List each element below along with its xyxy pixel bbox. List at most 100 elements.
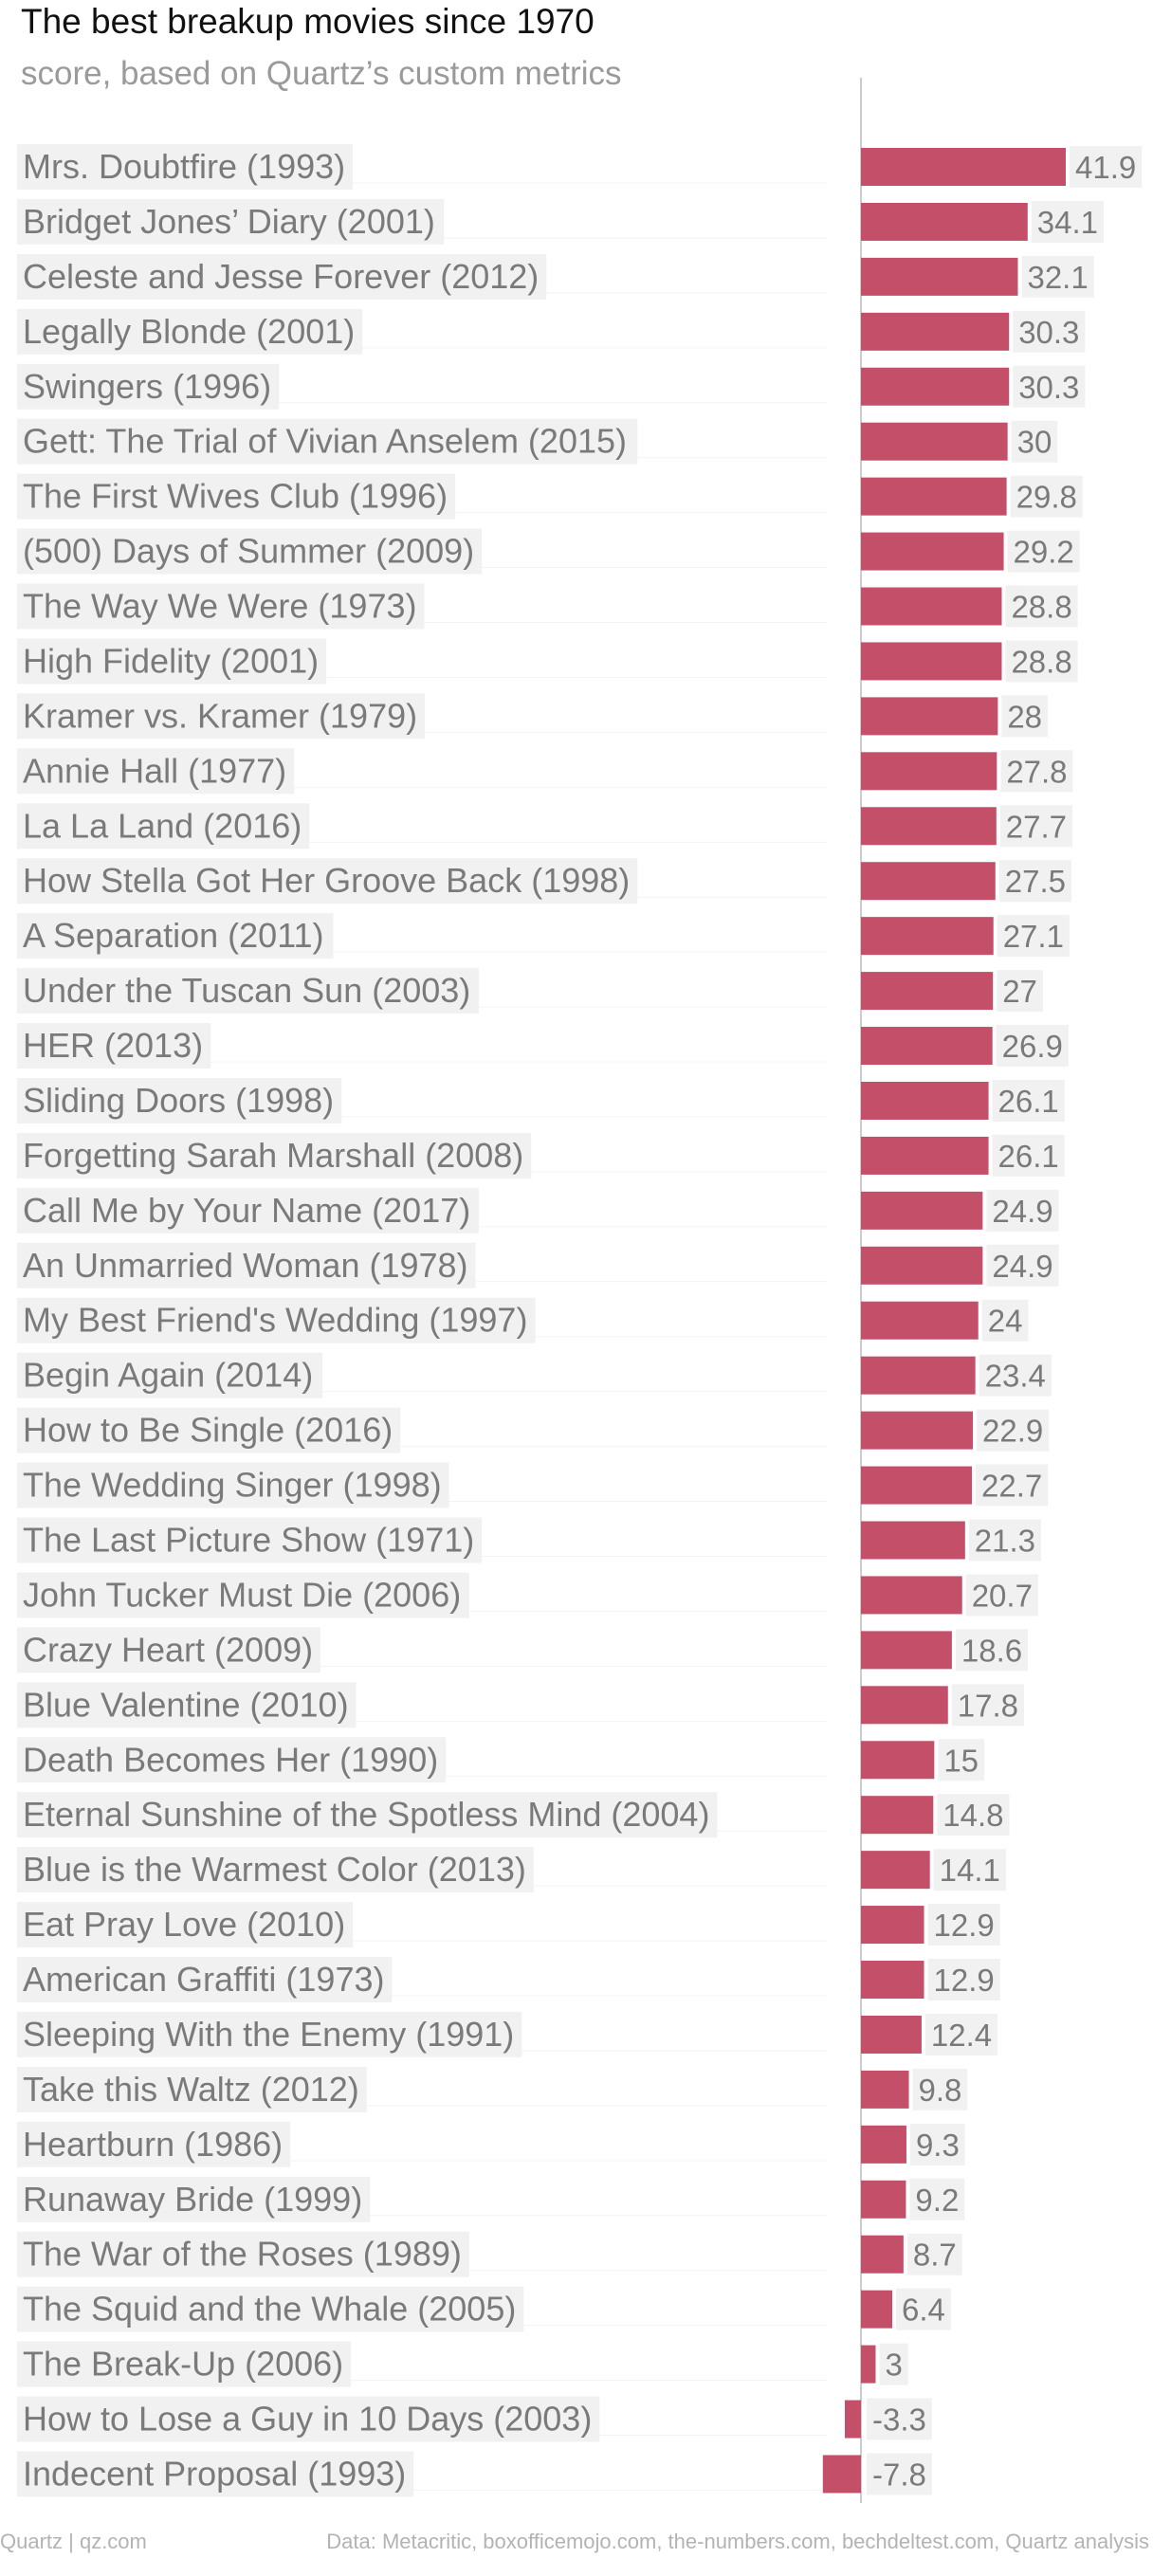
category-label-background xyxy=(17,144,354,190)
category-label-background xyxy=(17,2451,414,2497)
value-label-background xyxy=(998,860,1071,903)
category-label-background xyxy=(17,1297,536,1343)
category-label: Eat Pray Love (2010) xyxy=(23,1905,345,1944)
value-label-background xyxy=(976,1464,1049,1507)
category-label-background xyxy=(17,858,638,904)
value-label-background xyxy=(996,1025,1069,1068)
category-label: The Break-Up (2006) xyxy=(23,2345,343,2384)
value-label: 30.3 xyxy=(1018,315,1079,350)
bar xyxy=(861,807,997,846)
bar xyxy=(822,2455,861,2494)
value-label: 23.4 xyxy=(985,1359,1046,1394)
value-label: -7.8 xyxy=(872,2457,926,2492)
category-label: Eternal Sunshine of the Spotless Mind (2… xyxy=(23,1795,709,1834)
bar xyxy=(861,1136,989,1175)
category-label-background xyxy=(17,253,547,300)
value-label: 26.9 xyxy=(1002,1029,1063,1064)
value-label: 30 xyxy=(1017,425,1052,460)
value-label: 14.1 xyxy=(940,1853,1000,1888)
bar xyxy=(861,1741,935,1780)
category-label-background xyxy=(17,1187,479,1233)
category-label-background xyxy=(17,1242,476,1288)
value-label: 28 xyxy=(1007,699,1042,734)
value-label: 24.9 xyxy=(992,1249,1052,1284)
value-label-background xyxy=(997,970,1043,1013)
value-label-background xyxy=(951,1684,1024,1726)
bar-chart: Mrs. Doubtfire (1993) 41.9 Bridget Jones’ … xyxy=(17,78,1143,2503)
category-label: Heartburn (1986) xyxy=(23,2125,283,2164)
category-label-background xyxy=(17,528,483,575)
category-label-background xyxy=(17,2011,522,2057)
category-label-background xyxy=(17,748,295,795)
value-label-background xyxy=(1005,640,1078,683)
value-label-background xyxy=(1007,530,1080,573)
value-label: 3 xyxy=(885,2348,902,2383)
category-label: Annie Hall (1977) xyxy=(23,751,286,790)
bar xyxy=(861,477,1007,516)
category-label-background xyxy=(17,2121,291,2167)
bar xyxy=(861,148,1066,186)
value-label-background xyxy=(895,2288,951,2330)
category-label-background xyxy=(17,1023,211,1069)
bar xyxy=(861,2290,892,2329)
category-label-background xyxy=(17,418,638,465)
value-label-background xyxy=(912,2068,968,2110)
category-label-background xyxy=(17,2286,524,2332)
bar xyxy=(861,532,1004,571)
category-label-background xyxy=(17,1352,323,1398)
value-label: 21.3 xyxy=(975,1524,1035,1559)
category-label: Sleeping With the Enemy (1991) xyxy=(23,2015,514,2054)
bar xyxy=(861,2235,904,2274)
value-label-background xyxy=(1031,200,1105,243)
category-label: Gett: The Trial of Vivian Anselem (2015) xyxy=(23,422,627,461)
value-label-background xyxy=(1010,475,1083,518)
value-label: 20.7 xyxy=(972,1578,1033,1613)
value-label: 22.9 xyxy=(982,1414,1043,1449)
category-label-background xyxy=(17,1132,532,1178)
bar xyxy=(861,2070,909,2109)
bar xyxy=(861,642,1002,681)
value-label-background xyxy=(979,1354,1052,1397)
category-label: A Separation (2011) xyxy=(23,916,324,955)
bar xyxy=(861,1246,983,1285)
value-label: 27 xyxy=(1002,974,1037,1009)
bar xyxy=(861,752,997,791)
value-label: 24 xyxy=(988,1304,1023,1339)
value-label-background xyxy=(1011,420,1058,463)
value-label: 29.2 xyxy=(1014,535,1074,570)
bar xyxy=(861,1411,974,1450)
value-label-background xyxy=(927,1904,1000,1946)
category-label: (500) Days of Summer (2009) xyxy=(23,532,474,571)
value-label-background xyxy=(933,1849,1006,1891)
value-label-background xyxy=(909,2178,965,2220)
category-label: Blue is the Warmest Color (2013) xyxy=(23,1850,526,1889)
category-label-background xyxy=(17,1077,342,1124)
bar xyxy=(861,2125,906,2164)
value-label: 27.1 xyxy=(1003,919,1064,954)
category-label-background xyxy=(17,693,426,740)
bar xyxy=(861,697,998,736)
bar xyxy=(861,1796,934,1835)
bar xyxy=(861,257,1018,296)
category-label: The Last Picture Show (1971) xyxy=(23,1521,474,1560)
value-label: 15 xyxy=(943,1743,979,1778)
value-label-background xyxy=(965,1574,1038,1617)
category-label-background xyxy=(17,1737,447,1783)
category-label: My Best Friend's Wedding (1997) xyxy=(23,1301,527,1340)
category-label: How to Lose a Guy in 10 Days (2003) xyxy=(23,2400,592,2439)
category-label: American Graffiti (1973) xyxy=(23,1960,384,1999)
bar xyxy=(861,2180,906,2219)
category-label: Mrs. Doubtfire (1993) xyxy=(23,147,345,186)
value-label-background xyxy=(906,2233,962,2275)
category-label-background xyxy=(17,363,280,410)
value-label: 27.5 xyxy=(1005,864,1066,899)
bar xyxy=(861,1356,976,1395)
value-label: -3.3 xyxy=(872,2402,926,2438)
category-label: High Fidelity (2001) xyxy=(23,641,319,680)
category-label-background xyxy=(17,1517,483,1563)
category-label: An Unmarried Woman (1978) xyxy=(23,1246,468,1285)
value-label-background xyxy=(867,2453,932,2495)
value-label-background xyxy=(992,1134,1065,1177)
bar xyxy=(861,862,996,901)
bar xyxy=(861,917,994,956)
